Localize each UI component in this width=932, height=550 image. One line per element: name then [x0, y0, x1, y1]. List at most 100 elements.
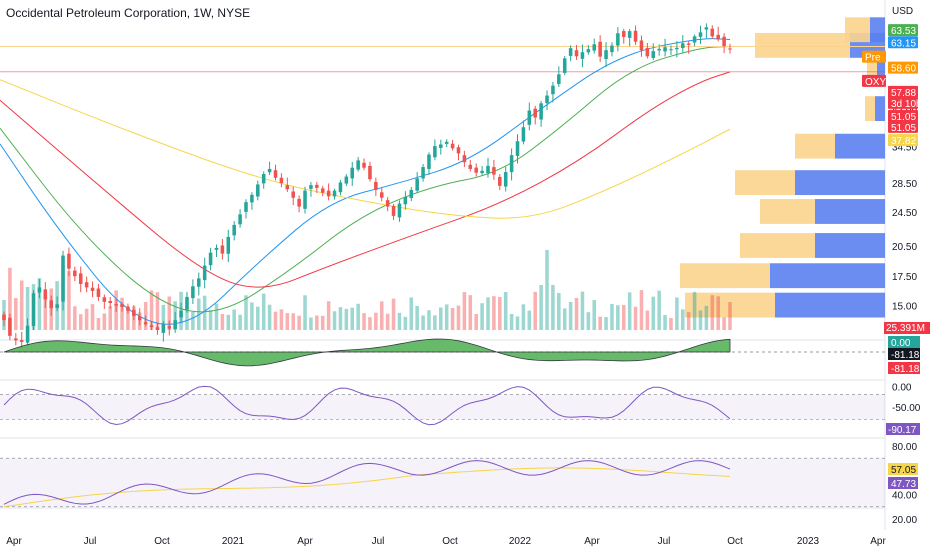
- price-label-box: [888, 96, 918, 109]
- volume-bar: [261, 293, 266, 330]
- volume-bar: [545, 250, 549, 330]
- volume-profile-bar-up: [815, 233, 885, 258]
- time-tick-label: Apr: [297, 536, 313, 547]
- candle-body: [397, 203, 402, 218]
- osc-value-text: -81.18: [891, 350, 920, 361]
- candle-body: [692, 36, 697, 43]
- volume-bar: [527, 310, 532, 330]
- volume-bar: [244, 295, 248, 330]
- volume-bar: [639, 290, 644, 330]
- volume-profile: [680, 17, 885, 318]
- candle-body: [492, 167, 496, 175]
- volume-profile-bar-down: [845, 17, 870, 43]
- volume-bar: [90, 304, 95, 330]
- osc-value-text: -90.17: [888, 425, 917, 436]
- time-tick-label: Apr: [870, 536, 886, 547]
- price-label-box: [888, 61, 918, 74]
- volume-bar: [14, 297, 18, 330]
- volume-bar: [185, 305, 189, 330]
- chart-title: Occidental Petroleum Corporation, 1W, NY…: [6, 6, 251, 20]
- volume-bar: [539, 285, 543, 330]
- volume-bar: [692, 291, 697, 330]
- candle-body: [285, 185, 290, 190]
- candle-body: [19, 340, 24, 342]
- volume-bar: [391, 298, 396, 330]
- price-label-text: 3d 10h: [891, 99, 922, 110]
- candle-body: [291, 191, 295, 198]
- volume-bar: [621, 304, 626, 330]
- candle-body: [226, 236, 231, 254]
- candle-body: [592, 44, 597, 51]
- volume-bars: [2, 250, 732, 330]
- volume-bar: [84, 308, 89, 330]
- candle-body: [368, 165, 372, 180]
- volume-bar: [604, 317, 608, 330]
- candle-body: [722, 36, 726, 47]
- candle-body: [14, 338, 18, 341]
- candle-body: [90, 287, 95, 291]
- candle-body: [527, 110, 532, 125]
- candle-body: [651, 51, 656, 58]
- candle-body: [350, 167, 355, 179]
- volume-bar: [67, 271, 71, 330]
- candle-body: [686, 43, 691, 45]
- time-tick-label: Oct: [154, 536, 170, 547]
- volume-bar: [627, 292, 632, 330]
- candle-body: [433, 146, 437, 158]
- candle-body: [108, 301, 113, 304]
- volume-bar: [96, 317, 101, 330]
- volume-bar: [315, 315, 319, 330]
- volume-bar: [651, 296, 656, 330]
- candle-body: [297, 198, 301, 207]
- volume-bar: [710, 295, 715, 330]
- candle-body: [320, 188, 325, 193]
- candle-body: [474, 167, 478, 173]
- rsi-signal-line: [3, 467, 731, 508]
- volume-bar: [486, 297, 490, 330]
- candle-body: [374, 181, 378, 190]
- moving-average-line: [0, 79, 731, 219]
- volume-bar: [704, 305, 709, 330]
- price-tick-label: 17.50: [892, 272, 917, 283]
- volume-bar: [503, 292, 508, 330]
- volume-bar: [444, 304, 449, 330]
- price-label-box: [888, 85, 918, 98]
- volume-bar: [238, 314, 242, 330]
- candle-body: [220, 245, 225, 254]
- candle-body: [403, 197, 408, 205]
- candle-body: [362, 162, 366, 168]
- volume-bar: [616, 305, 620, 330]
- rsi-value-text: 57.05: [891, 465, 916, 476]
- candle-body: [25, 325, 30, 343]
- price-tick-label: 34.50: [892, 143, 917, 154]
- volume-bar: [368, 317, 372, 330]
- volume-bar: [686, 312, 691, 330]
- candle-body: [639, 40, 644, 51]
- osc-value-box: [888, 348, 920, 360]
- time-tick-label: Oct: [442, 536, 458, 547]
- candle-body: [616, 33, 620, 46]
- candle-body: [669, 49, 673, 51]
- candle-body: [202, 265, 207, 281]
- price-label-box: [888, 134, 918, 147]
- candle-body: [173, 320, 177, 330]
- candle-body: [2, 314, 6, 321]
- price-label-text: 63.15: [891, 38, 916, 49]
- candle-body: [568, 48, 573, 56]
- volume-bar: [167, 296, 172, 330]
- price-tick-label: 28.50: [892, 179, 917, 190]
- candle-body: [586, 49, 591, 53]
- candle-body: [137, 316, 142, 321]
- candle-body: [415, 178, 419, 191]
- moving-average-line: [0, 38, 731, 325]
- williams-r-pane: [0, 385, 885, 426]
- candle-body: [521, 127, 526, 142]
- volume-bar: [657, 290, 661, 330]
- candle-body: [155, 327, 160, 330]
- volume-bar: [350, 307, 355, 330]
- candle-body: [627, 31, 632, 38]
- candle-body: [574, 50, 579, 57]
- volume-label-text: 25.391M: [886, 323, 925, 334]
- candle-body: [326, 190, 331, 197]
